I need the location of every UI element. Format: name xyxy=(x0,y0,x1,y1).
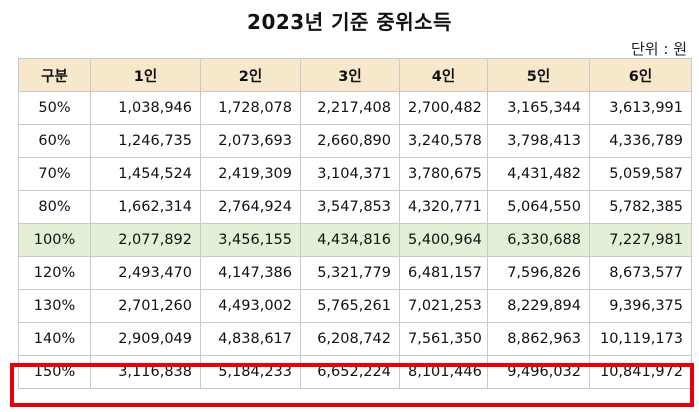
cell-value: 6,208,742 xyxy=(300,322,400,356)
table-row: 60% 1,246,735 2,073,693 2,660,890 3,240,… xyxy=(18,124,692,158)
median-income-table: 구분 1인 2인 3인 4인 5인 6인 50% 1,038,946 1,728… xyxy=(18,58,692,389)
cell-value: 5,064,550 xyxy=(487,190,590,224)
cell-value: 7,227,981 xyxy=(589,223,692,257)
table-row-highlighted: 100% 2,077,892 3,456,155 4,434,816 5,400… xyxy=(18,223,692,257)
cell-value: 3,798,413 xyxy=(487,124,590,158)
cell-value: 9,396,375 xyxy=(589,289,692,323)
row-percent: 150% xyxy=(18,355,91,389)
unit-label: 단위 : 원 xyxy=(631,40,687,58)
row-percent: 140% xyxy=(18,322,91,356)
cell-value: 3,240,578 xyxy=(399,124,488,158)
cell-value: 2,419,309 xyxy=(200,157,301,191)
cell-value: 5,782,385 xyxy=(589,190,692,224)
cell-value: 3,456,155 xyxy=(200,223,301,257)
cell-value: 3,116,838 xyxy=(90,355,201,389)
header-6-person: 6인 xyxy=(589,58,692,92)
table-row: 80% 1,662,314 2,764,924 3,547,853 4,320,… xyxy=(18,190,692,224)
cell-value: 5,765,261 xyxy=(300,289,400,323)
cell-value: 4,838,617 xyxy=(200,322,301,356)
cell-value: 1,662,314 xyxy=(90,190,201,224)
row-percent: 60% xyxy=(18,124,91,158)
cell-value: 4,320,771 xyxy=(399,190,488,224)
header-3-person: 3인 xyxy=(300,58,400,92)
header-row: 구분 1인 2인 3인 4인 5인 6인 xyxy=(18,58,692,92)
cell-value: 6,652,224 xyxy=(300,355,400,389)
row-percent: 100% xyxy=(18,223,91,257)
table-row-emphasized: 150% 3,116,838 5,184,233 6,652,224 8,101… xyxy=(18,355,692,389)
cell-value: 4,434,816 xyxy=(300,223,400,257)
cell-value: 4,147,386 xyxy=(200,256,301,290)
cell-value: 9,496,032 xyxy=(487,355,590,389)
cell-value: 5,321,779 xyxy=(300,256,400,290)
table-row: 70% 1,454,524 2,419,309 3,104,371 3,780,… xyxy=(18,157,692,191)
cell-value: 2,217,408 xyxy=(300,91,400,125)
cell-value: 8,229,894 xyxy=(487,289,590,323)
cell-value: 1,038,946 xyxy=(90,91,201,125)
cell-value: 2,077,892 xyxy=(90,223,201,257)
header-category: 구분 xyxy=(18,58,91,92)
row-percent: 120% xyxy=(18,256,91,290)
cell-value: 2,700,482 xyxy=(399,91,488,125)
cell-value: 7,561,350 xyxy=(399,322,488,356)
header-2-person: 2인 xyxy=(200,58,301,92)
cell-value: 8,862,963 xyxy=(487,322,590,356)
row-percent: 130% xyxy=(18,289,91,323)
row-percent: 70% xyxy=(18,157,91,191)
cell-value: 4,493,002 xyxy=(200,289,301,323)
header-4-person: 4인 xyxy=(399,58,488,92)
cell-value: 2,909,049 xyxy=(90,322,201,356)
cell-value: 3,613,991 xyxy=(589,91,692,125)
cell-value: 2,701,260 xyxy=(90,289,201,323)
cell-value: 7,021,253 xyxy=(399,289,488,323)
table-row: 120% 2,493,470 4,147,386 5,321,779 6,481… xyxy=(18,256,692,290)
cell-value: 1,454,524 xyxy=(90,157,201,191)
cell-value: 3,780,675 xyxy=(399,157,488,191)
header-5-person: 5인 xyxy=(487,58,590,92)
cell-value: 10,841,972 xyxy=(589,355,692,389)
cell-value: 3,547,853 xyxy=(300,190,400,224)
cell-value: 6,481,157 xyxy=(399,256,488,290)
cell-value: 7,596,826 xyxy=(487,256,590,290)
row-percent: 50% xyxy=(18,91,91,125)
table-row: 130% 2,701,260 4,493,002 5,765,261 7,021… xyxy=(18,289,692,323)
cell-value: 3,165,344 xyxy=(487,91,590,125)
cell-value: 8,673,577 xyxy=(589,256,692,290)
cell-value: 5,400,964 xyxy=(399,223,488,257)
cell-value: 4,431,482 xyxy=(487,157,590,191)
cell-value: 4,336,789 xyxy=(589,124,692,158)
cell-value: 10,119,173 xyxy=(589,322,692,356)
cell-value: 1,246,735 xyxy=(90,124,201,158)
cell-value: 5,184,233 xyxy=(200,355,301,389)
row-percent: 80% xyxy=(18,190,91,224)
table-row: 50% 1,038,946 1,728,078 2,217,408 2,700,… xyxy=(18,91,692,125)
cell-value: 6,330,688 xyxy=(487,223,590,257)
cell-value: 2,073,693 xyxy=(200,124,301,158)
cell-value: 8,101,446 xyxy=(399,355,488,389)
header-1-person: 1인 xyxy=(90,58,201,92)
cell-value: 2,764,924 xyxy=(200,190,301,224)
cell-value: 2,493,470 xyxy=(90,256,201,290)
cell-value: 1,728,078 xyxy=(200,91,301,125)
cell-value: 5,059,587 xyxy=(589,157,692,191)
table-row: 140% 2,909,049 4,838,617 6,208,742 7,561… xyxy=(18,322,692,356)
table-title: 2023년 기준 중위소득 xyxy=(247,10,452,34)
cell-value: 2,660,890 xyxy=(300,124,400,158)
cell-value: 3,104,371 xyxy=(300,157,400,191)
